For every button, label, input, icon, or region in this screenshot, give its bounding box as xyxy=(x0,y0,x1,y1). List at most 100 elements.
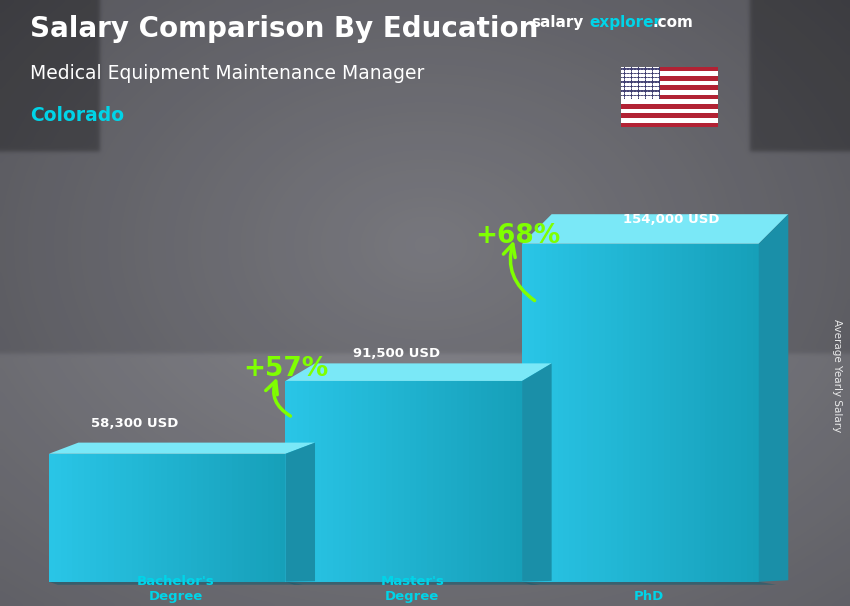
Bar xyxy=(664,244,670,582)
Bar xyxy=(652,244,658,582)
Text: 91,500 USD: 91,500 USD xyxy=(353,347,440,360)
Bar xyxy=(309,381,315,582)
Bar xyxy=(167,454,173,582)
Bar xyxy=(256,454,262,582)
Bar xyxy=(404,381,410,582)
Text: Average Yearly Salary: Average Yearly Salary xyxy=(832,319,842,432)
Bar xyxy=(492,381,498,582)
Bar xyxy=(617,244,623,582)
Bar xyxy=(581,244,587,582)
Bar xyxy=(682,244,688,582)
Bar xyxy=(729,244,735,582)
Bar xyxy=(741,244,747,582)
Bar xyxy=(605,244,611,582)
Bar xyxy=(620,113,718,118)
Bar xyxy=(634,244,640,582)
Bar xyxy=(469,381,475,582)
Bar xyxy=(286,381,292,582)
Bar xyxy=(428,381,434,582)
Bar xyxy=(620,99,718,104)
Polygon shape xyxy=(286,582,540,585)
Bar xyxy=(380,381,386,582)
Bar xyxy=(150,454,156,582)
Bar xyxy=(457,381,463,582)
Bar xyxy=(694,244,700,582)
Bar xyxy=(114,454,120,582)
Bar xyxy=(620,72,718,76)
Bar xyxy=(575,244,581,582)
Bar xyxy=(620,81,718,85)
Bar xyxy=(184,454,190,582)
Bar xyxy=(132,454,138,582)
Bar xyxy=(162,454,167,582)
Bar xyxy=(628,244,634,582)
Text: 154,000 USD: 154,000 USD xyxy=(623,213,720,225)
Bar xyxy=(54,454,60,582)
Bar xyxy=(564,244,570,582)
Bar xyxy=(747,244,753,582)
Bar xyxy=(126,454,132,582)
Bar xyxy=(196,454,202,582)
Bar xyxy=(439,381,445,582)
Bar xyxy=(620,108,718,113)
Text: PhD: PhD xyxy=(634,590,664,603)
Bar xyxy=(620,122,718,127)
Bar xyxy=(498,381,504,582)
Bar xyxy=(214,454,220,582)
Bar xyxy=(522,244,528,582)
Bar xyxy=(392,381,398,582)
Bar xyxy=(463,381,469,582)
Bar xyxy=(280,454,286,582)
Bar xyxy=(516,381,522,582)
Bar xyxy=(190,454,196,582)
Bar xyxy=(298,381,303,582)
Bar xyxy=(620,76,718,81)
Bar xyxy=(102,454,108,582)
Bar xyxy=(570,244,575,582)
Bar xyxy=(315,381,321,582)
Bar xyxy=(374,381,380,582)
Bar xyxy=(238,454,244,582)
Bar xyxy=(90,454,96,582)
Bar xyxy=(66,454,72,582)
Polygon shape xyxy=(48,582,303,585)
Bar xyxy=(670,244,676,582)
Bar xyxy=(244,454,250,582)
Polygon shape xyxy=(522,214,788,244)
Bar xyxy=(540,244,546,582)
Bar xyxy=(611,244,617,582)
Bar xyxy=(558,244,564,582)
Bar xyxy=(173,454,179,582)
FancyArrowPatch shape xyxy=(503,244,535,301)
Bar xyxy=(640,244,646,582)
Bar xyxy=(546,244,552,582)
Bar xyxy=(262,454,268,582)
Text: +68%: +68% xyxy=(476,222,561,248)
Bar xyxy=(250,454,256,582)
Bar xyxy=(445,381,451,582)
Bar xyxy=(486,381,492,582)
Bar xyxy=(144,454,150,582)
Bar xyxy=(646,244,652,582)
Bar xyxy=(475,381,480,582)
Bar xyxy=(620,118,718,122)
Text: Medical Equipment Maintenance Manager: Medical Equipment Maintenance Manager xyxy=(30,64,424,82)
Bar xyxy=(620,104,718,108)
Bar xyxy=(327,381,332,582)
Bar xyxy=(268,454,274,582)
Bar xyxy=(723,244,729,582)
Bar xyxy=(386,381,392,582)
Bar xyxy=(332,381,338,582)
Polygon shape xyxy=(759,214,788,582)
Text: Salary Comparison By Education: Salary Comparison By Education xyxy=(30,15,538,43)
Bar xyxy=(534,244,540,582)
Bar xyxy=(711,244,717,582)
Bar xyxy=(156,454,162,582)
Bar xyxy=(232,454,238,582)
Bar xyxy=(202,454,208,582)
Bar xyxy=(368,381,374,582)
Bar xyxy=(706,244,711,582)
Text: Bachelor's
Degree: Bachelor's Degree xyxy=(137,575,214,603)
Bar xyxy=(220,454,226,582)
Bar xyxy=(717,244,723,582)
